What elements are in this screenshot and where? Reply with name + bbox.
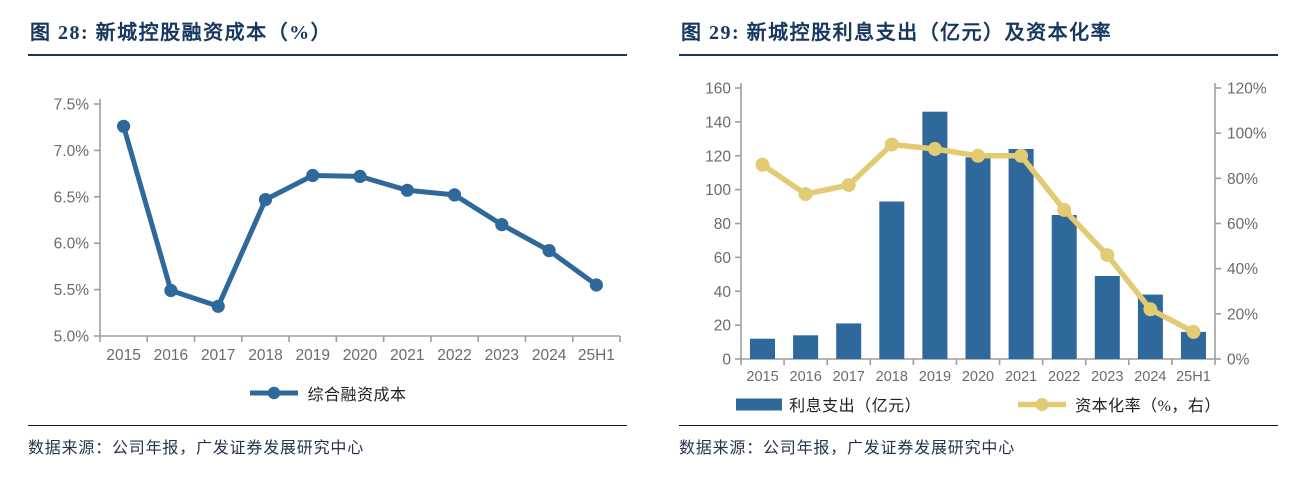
svg-text:20: 20 [714,318,732,335]
line-marker-swatch-icon [1018,397,1067,411]
figure-29-panel: 图 29: 新城控股利息支出（亿元）及资本化率 0 20 40 60 80 100 120 1… [651,0,1302,482]
svg-text:2019: 2019 [295,347,329,364]
figure-28-source-text: 数据来源：公司年报，广发证券发展研究中心 [28,440,365,457]
svg-text:140: 140 [705,114,731,131]
series-line [117,119,604,313]
svg-text:7.5%: 7.5% [54,97,90,114]
figure-29-title: 图 29: 新城控股利息支出（亿元）及资本化率 [679,10,1278,56]
svg-text:40: 40 [714,284,732,301]
axes: 0 20 40 60 80 100 120 140 160 0% 20% 40% 60% 80% 100% 1… [705,81,1267,386]
svg-text:5.5%: 5.5% [54,282,90,299]
svg-text:2020: 2020 [343,347,378,364]
svg-text:40%: 40% [1227,261,1258,278]
svg-text:80%: 80% [1227,171,1258,188]
svg-text:2017: 2017 [833,369,865,385]
figure-28-source-block: 数据来源：公司年报，广发证券发展研究中心 [28,425,627,458]
svg-text:2022: 2022 [437,347,471,364]
svg-text:120: 120 [705,148,731,165]
series-bars [750,111,1206,359]
svg-text:6.5%: 6.5% [54,189,90,206]
figure-28-title: 图 28: 新城控股融资成本（%） [28,10,627,56]
legend-item-capitalization-rate: 资本化率（%，右） [1016,392,1221,416]
svg-text:80: 80 [714,216,732,233]
svg-text:100%: 100% [1227,126,1267,143]
svg-text:2024: 2024 [1134,369,1166,385]
legend-item-financing-cost: 综合融资成本 [248,381,406,405]
svg-text:60%: 60% [1227,216,1258,233]
figure-29-source-text: 数据来源：公司年报，广发证券发展研究中心 [679,440,1016,457]
svg-text:0: 0 [722,352,731,369]
svg-text:6.0%: 6.0% [54,236,90,253]
svg-text:25H1: 25H1 [1176,369,1211,385]
bar-swatch-icon [736,398,783,410]
svg-text:100: 100 [705,182,731,199]
svg-text:20%: 20% [1227,306,1258,323]
svg-text:2015: 2015 [106,347,140,364]
series-line [755,137,1201,339]
svg-text:2022: 2022 [1048,369,1080,385]
legend-label-financing-cost: 综合融资成本 [307,387,407,404]
svg-text:5.0%: 5.0% [54,329,90,346]
svg-text:2016: 2016 [154,347,188,364]
figure-29-legend: 利息支出（亿元） 资本化率（%，右） [679,392,1278,416]
line-marker-swatch-icon [250,386,299,400]
financing-cost-line-chart: 5.0% 5.5% 6.0% 6.5% 7.0% 7.5% 2015 2016 2017 2018… [54,97,621,364]
axes: 5.0% 5.5% 6.0% 6.5% 7.0% 7.5% 2015 2016 2017 2018… [54,97,621,364]
legend-label-capitalization-rate: 资本化率（%，右） [1075,398,1221,415]
svg-text:60: 60 [714,250,732,267]
svg-text:2016: 2016 [790,369,822,385]
legend-item-interest-expense: 利息支出（亿元） [736,392,921,416]
svg-text:0%: 0% [1227,352,1250,369]
legend-label-interest-expense: 利息支出（亿元） [789,398,922,415]
interest-expense-combo-chart: 0 20 40 60 80 100 120 140 160 0% 20% 40% 60% 80% 100% 1… [705,81,1267,386]
svg-text:2017: 2017 [201,347,235,364]
figure-29-source-block: 数据来源：公司年报，广发证券发展研究中心 [679,425,1278,458]
svg-text:2020: 2020 [962,369,994,385]
svg-text:2018: 2018 [876,369,908,385]
svg-text:25H1: 25H1 [578,347,615,364]
svg-text:2023: 2023 [1091,369,1123,385]
svg-text:120%: 120% [1227,81,1267,98]
svg-text:2021: 2021 [1005,369,1037,385]
svg-text:7.0%: 7.0% [54,143,90,160]
figure-28-legend: 综合融资成本 [28,381,627,405]
svg-text:2021: 2021 [390,347,424,364]
svg-text:2019: 2019 [919,369,951,385]
svg-text:160: 160 [705,81,731,98]
svg-text:2024: 2024 [532,347,567,364]
svg-text:2018: 2018 [248,347,282,364]
svg-text:2015: 2015 [746,369,778,385]
svg-text:2023: 2023 [485,347,519,364]
figure-28-panel: 图 28: 新城控股融资成本（%） 5.0% 5.5% 6.0% 6.5% 7.0% 7.… [28,10,627,458]
